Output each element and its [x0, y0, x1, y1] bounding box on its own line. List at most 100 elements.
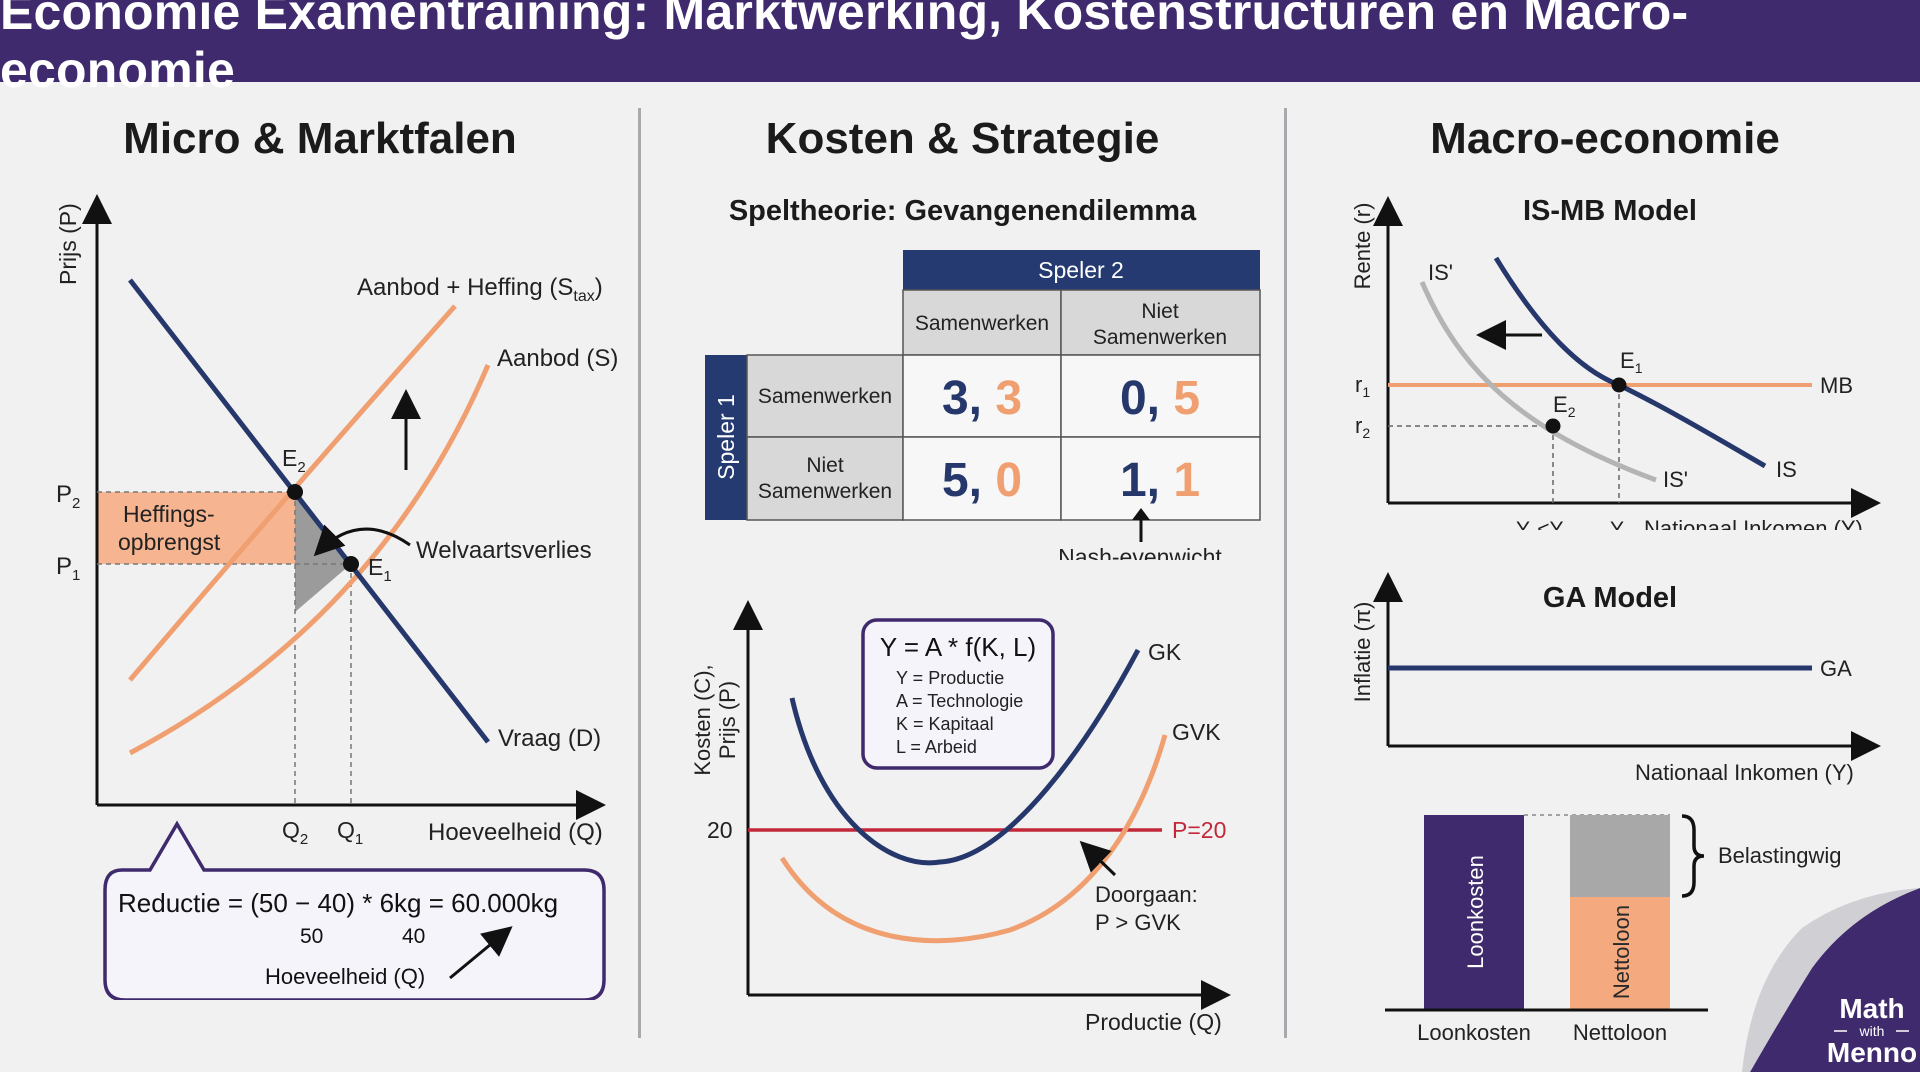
- supply-tax-label: Aanbod + Heffing (Stax): [357, 274, 603, 305]
- col-header-cooperate: Samenwerken: [915, 312, 1049, 335]
- payoff-cell-2-1: 5, 0: [942, 454, 1022, 507]
- reduction-quantity-label: Hoeveelheid (Q): [265, 964, 425, 989]
- reduction-callout: [103, 820, 606, 1000]
- column-divider-left: [638, 108, 641, 1038]
- r2-label: r2: [1355, 413, 1370, 441]
- e2-macro-label: E2: [1553, 392, 1576, 420]
- row-header-defect-1: Niet: [806, 454, 844, 477]
- welfare-loss-arrow: [313, 524, 411, 557]
- y2-label: Y2<Y2: [1516, 518, 1571, 530]
- labor-cost-bar-label: Loonkosten: [1463, 855, 1488, 969]
- cost-x-label: Productie (Q): [1085, 1009, 1222, 1035]
- net-wage-bar: [1570, 897, 1670, 1010]
- row-header-cooperate: Samenwerken: [758, 385, 892, 408]
- payoff-cell-1-2: 0, 5: [1120, 372, 1200, 425]
- ga-y-label: Inflatie (π): [1350, 602, 1375, 703]
- welfare-loss-label: Welvaartsverlies: [416, 537, 592, 564]
- demand-curve: [128, 278, 490, 744]
- micro-title: Micro & Marktfalen: [123, 114, 517, 163]
- payoff-cell-1-1: 3, 3: [942, 372, 1022, 425]
- q1-label: Q1: [337, 817, 363, 848]
- ismb-y-label: Rente (r): [1350, 203, 1375, 290]
- player2-label: Speler 2: [1038, 257, 1124, 283]
- e1-label: E1: [368, 554, 392, 585]
- production-formula: Y = A * f(K, L): [880, 632, 1036, 662]
- tax-wedge-chart: Loonkosten Nettoloon Loonkosten Nettoloo…: [1385, 814, 1842, 1045]
- column-divider-right: [1284, 108, 1287, 1038]
- payoff-cell-2-2: 1, 1: [1120, 454, 1200, 507]
- continue-arrow: [1079, 840, 1117, 877]
- e1-macro-label: E1: [1620, 348, 1643, 376]
- production-function-box: [861, 618, 1055, 770]
- game-theory-title: Speltheorie: Gevangenendilemma: [728, 195, 1197, 227]
- equilibrium-e2-point: [287, 484, 303, 500]
- p2-label: P2: [56, 481, 80, 512]
- page-header: Economie Examentraining: Marktwerking, K…: [0, 0, 1920, 98]
- is-label: IS: [1776, 457, 1797, 482]
- reduction-num-40: 40: [402, 925, 425, 948]
- ga-title: GA Model: [1542, 582, 1678, 614]
- is-prime-curve: [1419, 281, 1657, 483]
- tax-revenue-label-2: opbrengst: [118, 529, 221, 555]
- cost-y-label-1: Kosten (C),: [690, 664, 715, 775]
- svg-text:Math: Math: [1839, 993, 1904, 1024]
- tax-wedge-brace: [1681, 814, 1705, 898]
- ismb-x-label: Nationaal Inkomen (Y): [1644, 516, 1863, 530]
- ga-chart: Inflatie (π) GA Nationaal Inkomen (Y): [1350, 572, 1881, 785]
- is-prime-top-label: IS': [1428, 260, 1453, 285]
- production-legend-l: L = Arbeid: [896, 737, 977, 757]
- is-e1-point: [1611, 377, 1627, 393]
- cost-y-label-2: Prijs (P): [715, 681, 740, 759]
- cost-chart: Kosten (C), Prijs (P) Productie (Q) 20 P…: [690, 600, 1231, 1035]
- is-prime-bottom-label: IS': [1663, 467, 1688, 492]
- market-chart: Prijs (P) Hoeveelheid (Q) Aanbod + Heffi…: [55, 194, 618, 1000]
- payoff-matrix: Speler 2 Samenwerken Niet Samenwerken Sp…: [705, 250, 1261, 560]
- costs-title: Kosten & Strategie: [765, 114, 1160, 163]
- col-header-defect-1: Niet: [1141, 300, 1179, 323]
- price-tick: 20: [707, 817, 733, 843]
- r1-label: r1: [1355, 372, 1370, 400]
- demand-label: Vraag (D): [498, 725, 601, 752]
- ismb-title: IS-MB Model: [1523, 195, 1697, 227]
- ga-label: GA: [1820, 656, 1852, 681]
- avc-label: GVK: [1172, 719, 1221, 745]
- atc-label: GK: [1148, 639, 1182, 665]
- production-legend-a: A = Technologie: [896, 691, 1023, 711]
- ismb-chart: Rente (r) MB IS' IS' IS E1 E2 r1 r2 Y2<Y…: [1350, 196, 1881, 530]
- tax-revenue-label-1: Heffings-: [123, 501, 215, 527]
- svg-text:Menno: Menno: [1827, 1037, 1917, 1068]
- q2-label: Q2: [282, 817, 308, 848]
- micro-x-label: Hoeveelheid (Q): [428, 819, 603, 846]
- net-wage-bar-label: Nettoloon: [1609, 905, 1634, 999]
- math-with-menno-logo: Math with Menno: [1742, 888, 1920, 1072]
- e2-label: E2: [282, 445, 306, 476]
- net-wage-label: Nettoloon: [1573, 1020, 1667, 1045]
- labor-cost-label: Loonkosten: [1417, 1020, 1531, 1045]
- reduction-arrow: [449, 926, 513, 980]
- svg-text:with: with: [1859, 1023, 1885, 1039]
- y1-label: Y1: [1610, 518, 1631, 530]
- avc-curve: [779, 734, 1168, 944]
- tax-wedge-bar: [1570, 815, 1670, 897]
- p1-label: P1: [56, 553, 80, 584]
- continue-label-1: Doorgaan:: [1095, 882, 1198, 907]
- col-header-defect-2: Samenwerken: [1093, 326, 1227, 349]
- supply-label: Aanbod (S): [497, 345, 618, 372]
- price-label: P=20: [1172, 817, 1226, 843]
- player1-label: Speler 1: [713, 394, 739, 480]
- nash-label: Nash-evenwicht: [1058, 544, 1222, 560]
- mb-label: MB: [1820, 373, 1853, 398]
- reduction-formula: Reductie = (50 − 40) * 6kg = 60.000kg: [118, 888, 558, 918]
- micro-y-label: Prijs (P): [55, 203, 81, 285]
- reduction-num-50: 50: [300, 925, 323, 948]
- production-legend-k: K = Kapitaal: [896, 714, 994, 734]
- equilibrium-e1-point: [343, 556, 359, 572]
- macro-title: Macro-economie: [1430, 114, 1780, 163]
- row-header-defect-2: Samenwerken: [758, 480, 892, 503]
- tax-wedge-label: Belastingwig: [1718, 843, 1842, 868]
- page-title: Economie Examentraining: Marktwerking, K…: [0, 0, 1689, 98]
- production-legend-y: Y = Productie: [896, 668, 1004, 688]
- ga-x-label: Nationaal Inkomen (Y): [1635, 760, 1854, 785]
- labor-cost-bar: [1424, 815, 1524, 1010]
- supply-curve: [128, 364, 491, 756]
